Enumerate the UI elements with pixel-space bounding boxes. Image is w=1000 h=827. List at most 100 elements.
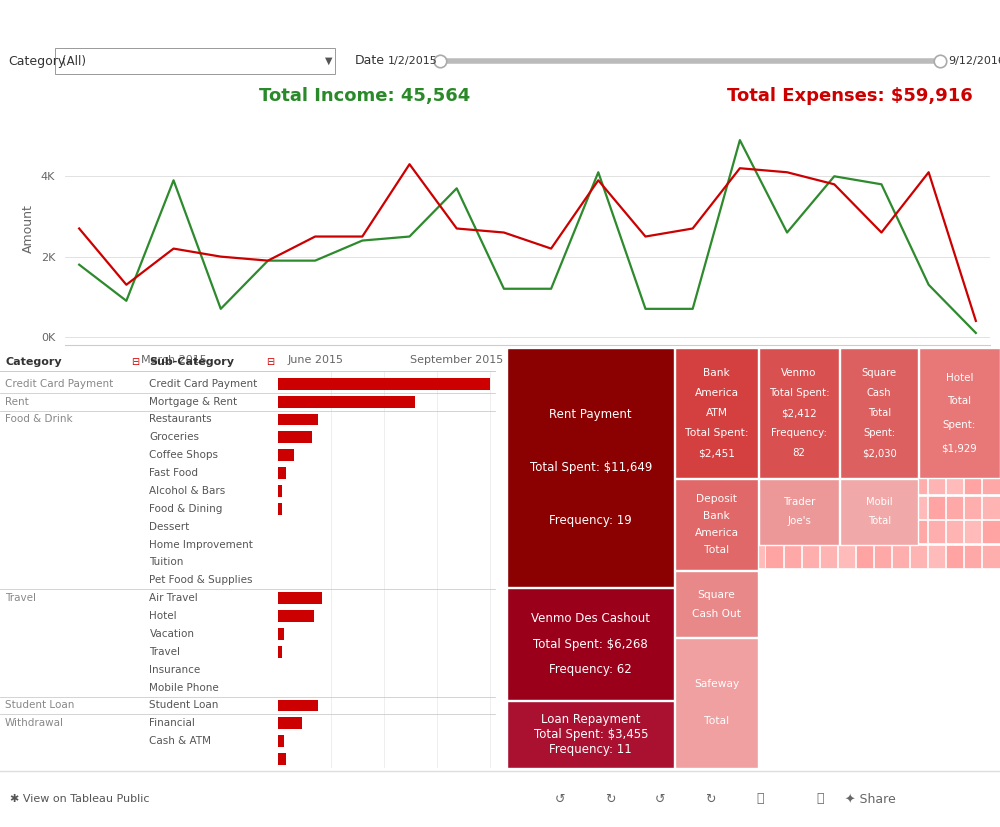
Bar bbox=[910, 520, 927, 543]
Bar bbox=[729, 422, 746, 446]
Bar bbox=[982, 495, 1000, 519]
Bar bbox=[765, 471, 783, 495]
Text: Total Expenses: $59,916: Total Expenses: $59,916 bbox=[727, 87, 973, 105]
Text: Cash & ATM: Cash & ATM bbox=[149, 736, 211, 746]
Bar bbox=[278, 735, 284, 747]
Bar bbox=[711, 520, 728, 543]
Bar bbox=[729, 545, 746, 568]
Bar bbox=[928, 349, 945, 372]
Bar bbox=[765, 520, 783, 543]
Bar bbox=[747, 495, 765, 519]
Bar bbox=[964, 398, 981, 421]
Bar bbox=[892, 349, 909, 372]
Bar bbox=[765, 447, 783, 470]
Text: Food & Drink: Food & Drink bbox=[5, 414, 73, 424]
Bar bbox=[675, 349, 692, 372]
Bar bbox=[693, 398, 710, 421]
Bar bbox=[910, 545, 927, 568]
Bar bbox=[820, 447, 837, 470]
Text: Category: Category bbox=[8, 55, 65, 68]
Text: ↺: ↺ bbox=[555, 792, 565, 805]
Text: Food & Dining: Food & Dining bbox=[149, 504, 223, 514]
Text: Venmo: Venmo bbox=[781, 368, 817, 378]
Bar bbox=[946, 447, 963, 470]
Bar bbox=[507, 701, 674, 767]
Bar bbox=[278, 503, 282, 514]
Bar bbox=[820, 422, 837, 446]
Bar bbox=[856, 471, 873, 495]
Text: Dessert: Dessert bbox=[149, 522, 190, 532]
Bar bbox=[711, 447, 728, 470]
Text: Credit Card Payment: Credit Card Payment bbox=[5, 379, 113, 389]
Bar bbox=[946, 398, 963, 421]
Bar bbox=[729, 349, 746, 372]
Bar bbox=[765, 349, 783, 372]
Bar bbox=[840, 479, 918, 545]
Text: $2,451: $2,451 bbox=[698, 448, 735, 458]
Bar bbox=[802, 520, 819, 543]
Text: ⊟: ⊟ bbox=[266, 357, 274, 367]
Bar bbox=[784, 471, 801, 495]
Text: America: America bbox=[694, 388, 739, 398]
Text: Alcohol & Bars: Alcohol & Bars bbox=[149, 486, 226, 496]
Text: Hotel: Hotel bbox=[149, 611, 177, 621]
Bar bbox=[964, 349, 981, 372]
Bar bbox=[928, 447, 945, 470]
Bar bbox=[802, 447, 819, 470]
Text: Total Spent: $6,268: Total Spent: $6,268 bbox=[533, 638, 648, 651]
Text: Bank: Bank bbox=[703, 511, 730, 521]
Bar bbox=[892, 398, 909, 421]
Bar bbox=[784, 373, 801, 396]
Bar bbox=[802, 545, 819, 568]
Bar bbox=[928, 422, 945, 446]
Bar bbox=[910, 349, 927, 372]
Bar bbox=[856, 373, 873, 396]
Bar bbox=[892, 545, 909, 568]
Bar bbox=[910, 495, 927, 519]
Bar bbox=[747, 520, 765, 543]
Bar bbox=[802, 349, 819, 372]
Text: Financial: Financial bbox=[149, 719, 195, 729]
Bar bbox=[856, 520, 873, 543]
Bar bbox=[747, 422, 765, 446]
Bar bbox=[982, 398, 1000, 421]
Bar bbox=[946, 349, 963, 372]
Bar bbox=[946, 520, 963, 543]
Text: ↺: ↺ bbox=[655, 792, 665, 805]
Text: Coffee Shops: Coffee Shops bbox=[149, 450, 218, 461]
Bar bbox=[838, 373, 855, 396]
Text: ↻: ↻ bbox=[705, 792, 715, 805]
Text: Joe's: Joe's bbox=[787, 516, 811, 527]
Text: Withdrawal: Withdrawal bbox=[5, 719, 64, 729]
Bar bbox=[675, 348, 758, 478]
Bar bbox=[820, 398, 837, 421]
Bar bbox=[693, 422, 710, 446]
Text: 82: 82 bbox=[793, 448, 806, 458]
Bar bbox=[910, 471, 927, 495]
Bar bbox=[928, 398, 945, 421]
Bar bbox=[856, 398, 873, 421]
Bar bbox=[964, 471, 981, 495]
Bar bbox=[711, 373, 728, 396]
Bar bbox=[964, 447, 981, 470]
Text: Cash: Cash bbox=[867, 388, 892, 398]
Text: 1/2/2015: 1/2/2015 bbox=[388, 56, 438, 66]
Bar bbox=[278, 395, 415, 408]
Bar bbox=[278, 592, 322, 604]
Bar bbox=[856, 349, 873, 372]
Text: Total Spent:: Total Spent: bbox=[769, 388, 829, 398]
Bar bbox=[874, 520, 891, 543]
Text: Square: Square bbox=[862, 368, 897, 378]
Bar bbox=[693, 495, 710, 519]
Bar bbox=[765, 545, 783, 568]
Text: Fast Food: Fast Food bbox=[149, 468, 198, 478]
Bar bbox=[928, 545, 945, 568]
Bar bbox=[747, 471, 765, 495]
Bar bbox=[675, 545, 692, 568]
Text: Square: Square bbox=[698, 590, 735, 600]
Bar bbox=[675, 479, 758, 570]
Bar bbox=[784, 422, 801, 446]
Bar bbox=[747, 447, 765, 470]
Text: Rent Payment: Rent Payment bbox=[549, 408, 632, 421]
Text: Air Travel: Air Travel bbox=[149, 593, 198, 603]
